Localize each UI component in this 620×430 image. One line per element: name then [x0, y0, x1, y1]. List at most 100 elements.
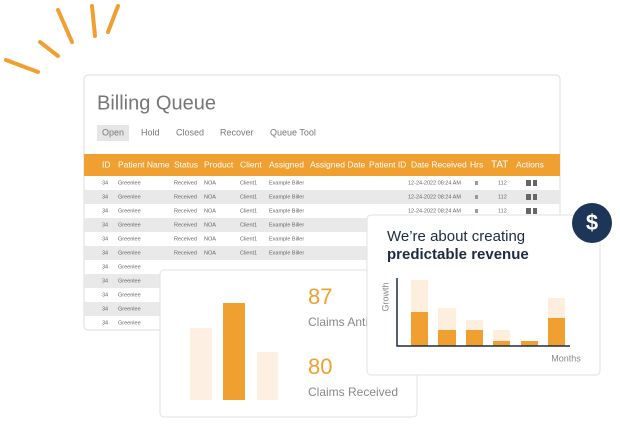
dollar-icon — [572, 203, 612, 243]
action-icon[interactable] — [526, 194, 531, 200]
cell: NOA — [204, 222, 216, 228]
cell: 34 — [102, 208, 108, 214]
cell: Client1 — [240, 236, 257, 242]
dollar-sign: $ — [586, 210, 598, 235]
action-icon[interactable] — [533, 180, 537, 186]
column-header: Patient Name — [118, 159, 170, 169]
cell: Greenlee — [118, 208, 141, 214]
tab[interactable]: Hold — [141, 127, 160, 137]
tab[interactable]: Closed — [176, 127, 204, 137]
cell: 112 — [498, 194, 507, 200]
revenue-bars — [411, 280, 565, 346]
column-header: Product — [204, 159, 234, 169]
column-header: Actions — [516, 159, 544, 169]
cell: Greenlee — [118, 292, 141, 298]
revenue-line1: We’re about creating — [387, 228, 525, 245]
queue-title: Billing Queue — [97, 92, 216, 114]
column-header: Assigned Date — [310, 159, 366, 169]
tab[interactable]: Recover — [220, 127, 254, 137]
tab[interactable]: Queue Tool — [270, 127, 316, 137]
bar — [257, 352, 278, 400]
cell: 12-24-2022 08:24 AM — [408, 194, 461, 200]
row-stripe — [84, 190, 560, 204]
cell: Example Biller — [269, 180, 304, 186]
cell: Client1 — [240, 180, 257, 186]
column-header: Date Received — [411, 159, 467, 169]
column-header: Hrs — [470, 159, 483, 169]
cell: Greenlee — [118, 278, 141, 284]
cell: Received — [174, 180, 197, 186]
cell: NOA — [204, 236, 216, 242]
cell: Example Biller — [269, 194, 304, 200]
cell: 34 — [102, 194, 108, 200]
cell: NOA — [204, 194, 216, 200]
cell: Received — [174, 208, 197, 214]
claims-label: Claims Anti — [308, 315, 368, 329]
cell: Received — [174, 222, 197, 228]
cell: 34 — [102, 278, 108, 284]
cell: Client1 — [240, 208, 257, 214]
cell: Greenlee — [118, 194, 141, 200]
y-axis-label: Growth — [380, 282, 390, 311]
action-icon[interactable] — [533, 208, 537, 214]
bar — [223, 303, 245, 400]
cell: NOA — [204, 250, 216, 256]
cell: Greenlee — [118, 222, 141, 228]
bar — [190, 328, 212, 400]
cell: 34 — [102, 236, 108, 242]
claims-number: 80 — [308, 354, 332, 379]
cell: Received — [174, 236, 197, 242]
decoration — [4, 4, 120, 74]
hrs-icon — [475, 181, 478, 185]
cell: Greenlee — [118, 250, 141, 256]
cell: Greenlee — [118, 236, 141, 242]
cell: Received — [174, 250, 197, 256]
column-header: TAT — [491, 160, 508, 171]
tab[interactable]: Open — [102, 127, 124, 137]
cell: Example Biller — [269, 222, 304, 228]
table-header — [84, 154, 560, 176]
cell: 34 — [102, 250, 108, 256]
action-icon[interactable] — [526, 180, 531, 186]
action-icon[interactable] — [533, 194, 537, 200]
cell: Client1 — [240, 194, 257, 200]
claims-label: Claims Received — [308, 385, 398, 399]
hrs-icon — [475, 209, 478, 213]
cell: NOA — [204, 180, 216, 186]
cell: 34 — [102, 264, 108, 270]
action-icon[interactable] — [526, 208, 531, 214]
column-header: Patient ID — [369, 159, 406, 169]
cell: 34 — [102, 292, 108, 298]
cell: 12-24-2022 08:24 AM — [408, 208, 461, 214]
active-tab — [97, 125, 129, 141]
column-header: Assigned — [269, 159, 304, 169]
cell: 112 — [498, 180, 507, 186]
cell: Client1 — [240, 250, 257, 256]
cell: Received — [174, 194, 197, 200]
cell: 112 — [498, 208, 507, 214]
axes — [396, 278, 570, 347]
revenue-line2: predictable revenue — [387, 246, 529, 263]
cell: Greenlee — [118, 320, 141, 326]
column-header: ID — [102, 159, 111, 169]
cell: Example Biller — [269, 250, 304, 256]
cell: 34 — [102, 320, 108, 326]
hrs-icon — [475, 195, 478, 199]
cell: Greenlee — [118, 180, 141, 186]
column-header: Status — [174, 159, 198, 169]
claims-number: 87 — [308, 284, 332, 309]
cell: 34 — [102, 222, 108, 228]
cell: NOA — [204, 208, 216, 214]
cell: 12-24-2022 08:24 AM — [408, 180, 461, 186]
cell: 34 — [102, 180, 108, 186]
cell: 34 — [102, 306, 108, 312]
cell: Client1 — [240, 222, 257, 228]
cell: Greenlee — [118, 306, 141, 312]
cell: Greenlee — [118, 264, 141, 270]
x-axis-label: Months — [551, 353, 581, 363]
cell: Example Biller — [269, 236, 304, 242]
cell: Example Biller — [269, 208, 304, 214]
column-header: Client — [240, 159, 262, 169]
